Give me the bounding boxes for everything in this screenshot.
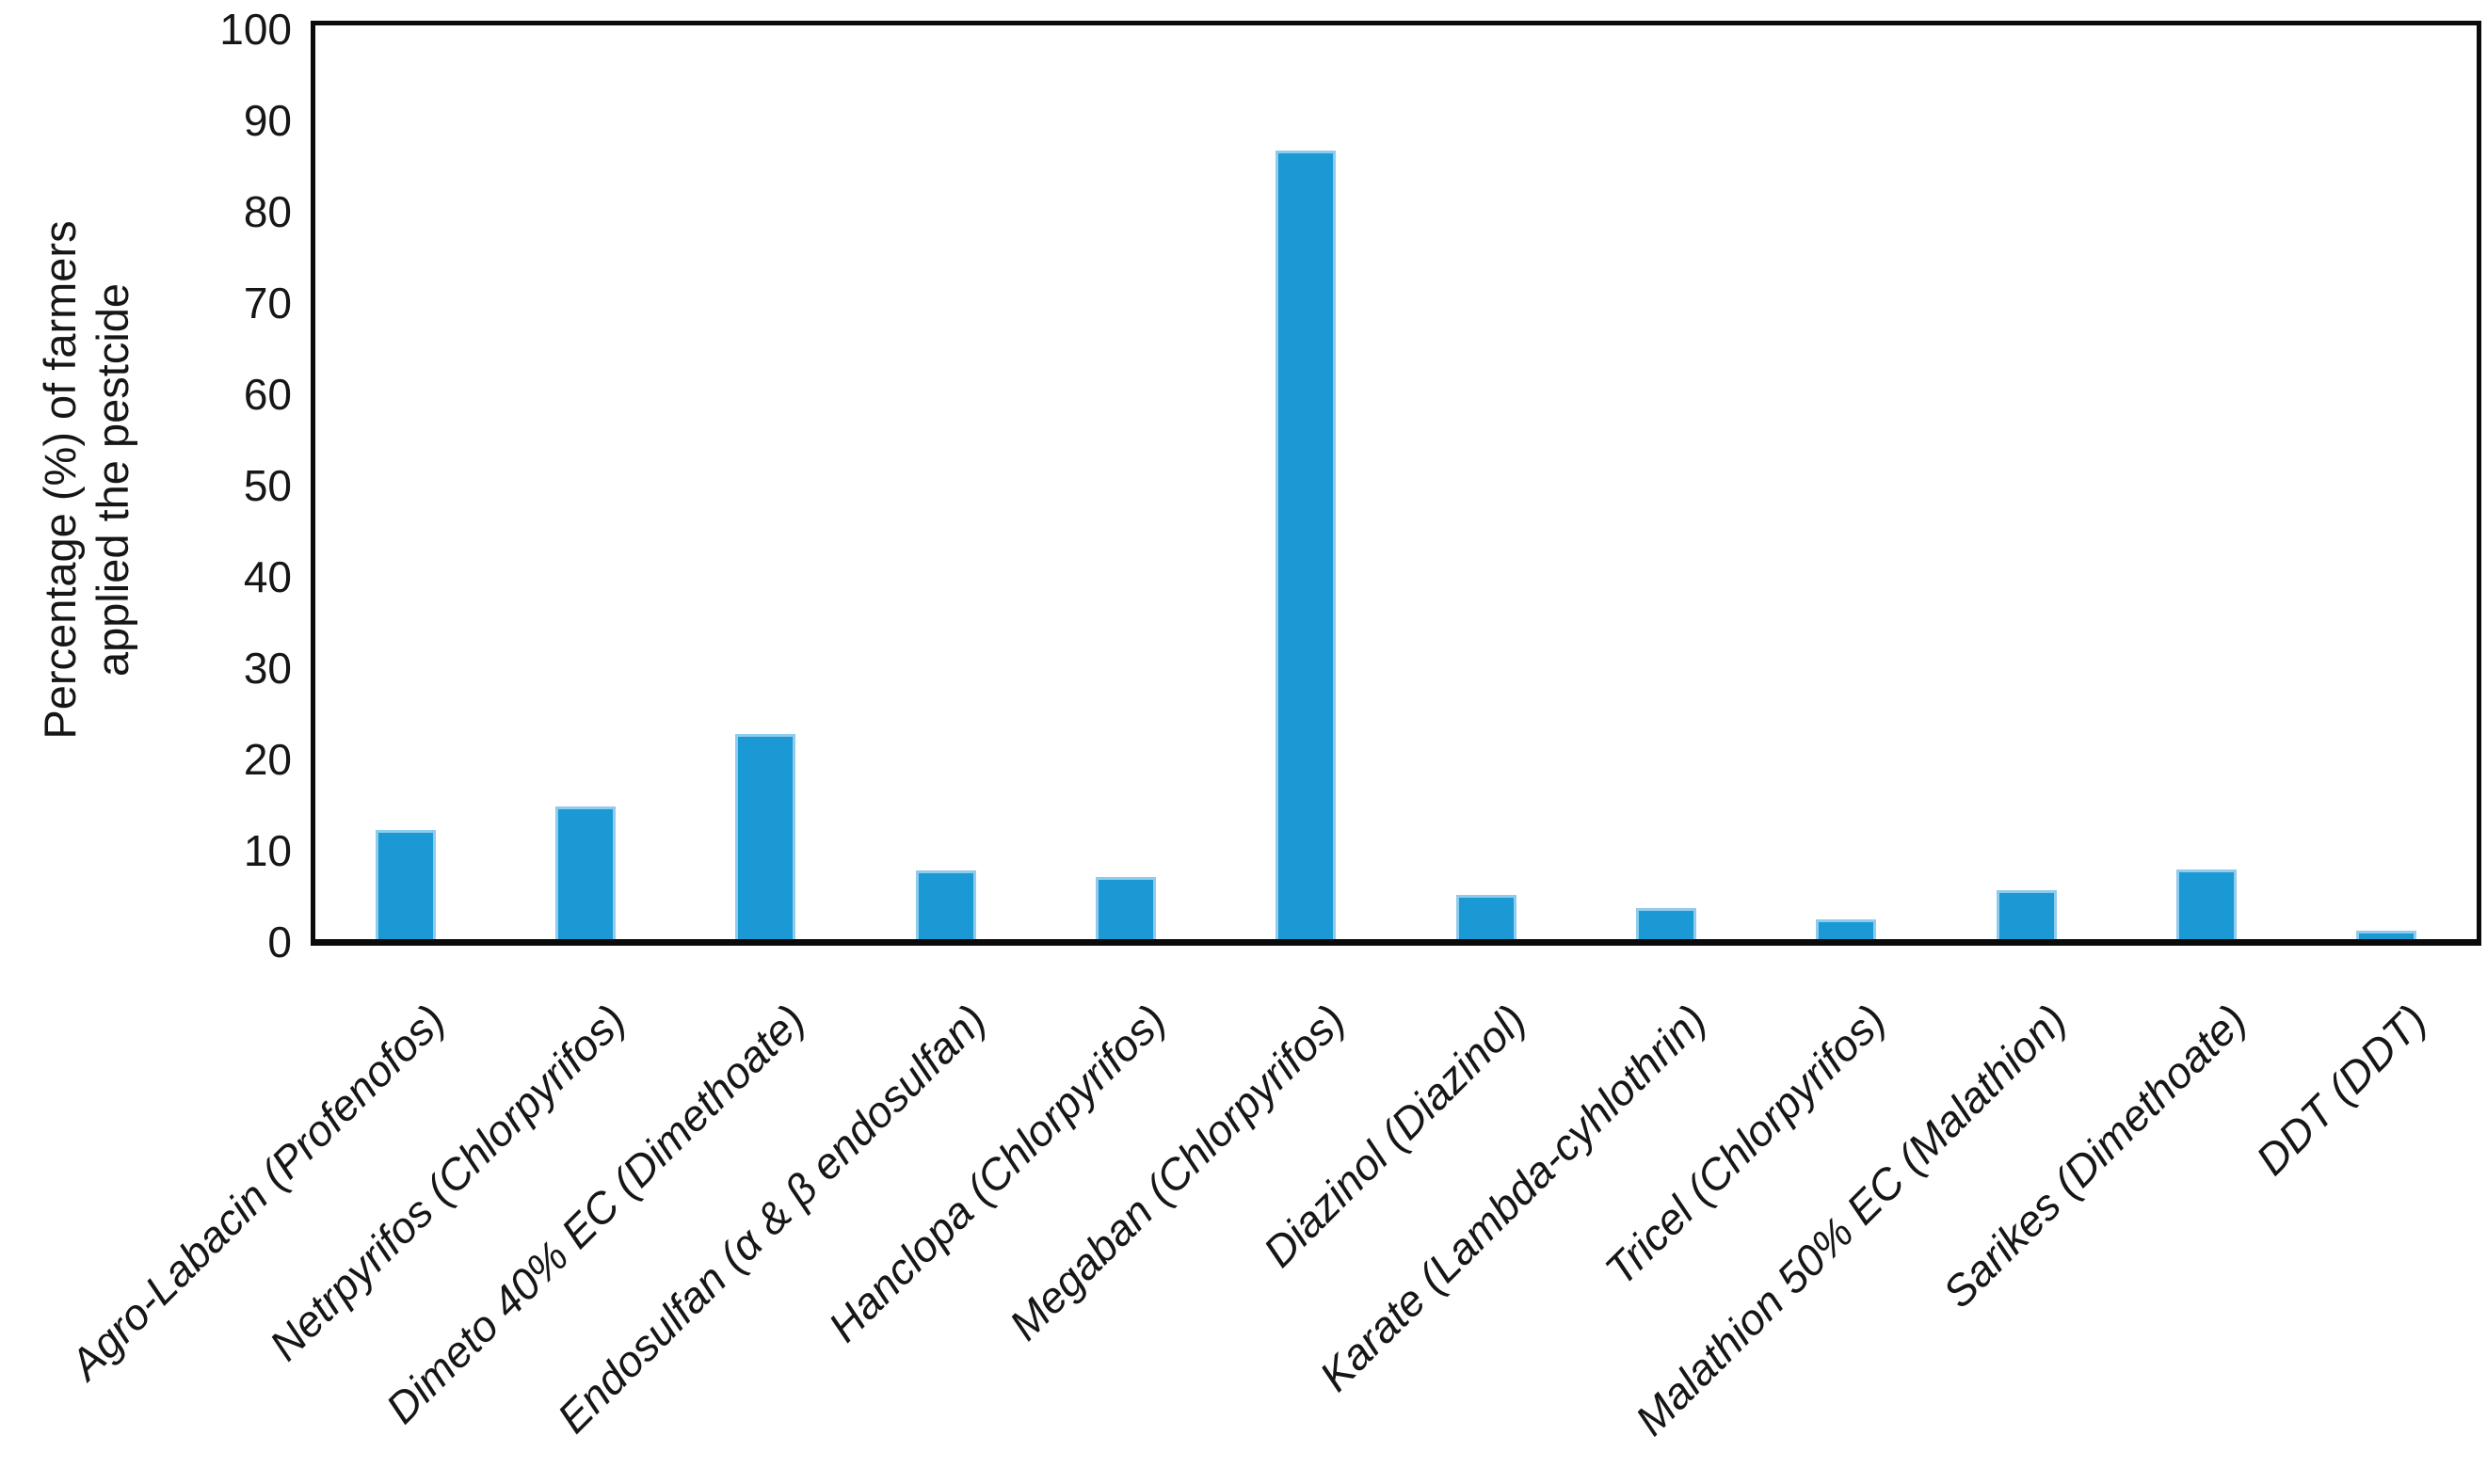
y-tick-100: 100: [219, 5, 292, 54]
bar-9: [1816, 919, 1876, 939]
x-label-11: Sarikes (Dimethoate): [1933, 995, 2256, 1317]
y-tick-50: 50: [243, 461, 292, 510]
bar-5: [1096, 877, 1156, 939]
bar-4: [916, 870, 976, 939]
x-label-12: DDT (DDT): [2245, 995, 2436, 1185]
bar-7: [1456, 895, 1516, 939]
y-tick-30: 30: [243, 644, 292, 693]
bar-3: [735, 734, 795, 939]
x-label-2: Netrpyrifos (Chlorpyrifos): [259, 995, 635, 1370]
bar-8: [1636, 908, 1696, 939]
y-tick-20: 20: [243, 735, 292, 784]
plot-area: [311, 21, 2481, 946]
y-tick-90: 90: [243, 96, 292, 145]
y-tick-40: 40: [243, 552, 292, 601]
bar-1: [376, 830, 436, 939]
x-label-8: Karate (Lambda-cyhlothrin): [1309, 995, 1716, 1401]
bar-12: [2356, 931, 2416, 939]
bar-6: [1276, 151, 1336, 939]
y-tick-0: 0: [267, 918, 292, 966]
bar-11: [2176, 870, 2237, 939]
bar-2: [555, 806, 616, 939]
bar-10: [1997, 890, 2057, 939]
y-tick-60: 60: [243, 370, 292, 419]
x-label-5: Hanclopa (Chlorpyrifos): [818, 995, 1176, 1351]
x-label-1: Agro-Labacin (Profenofos): [60, 995, 456, 1389]
x-label-6: Megaban (Chlorpyrifos): [1000, 995, 1356, 1349]
y-tick-70: 70: [243, 279, 292, 327]
y-tick-10: 10: [243, 826, 292, 875]
y-tick-80: 80: [243, 187, 292, 236]
